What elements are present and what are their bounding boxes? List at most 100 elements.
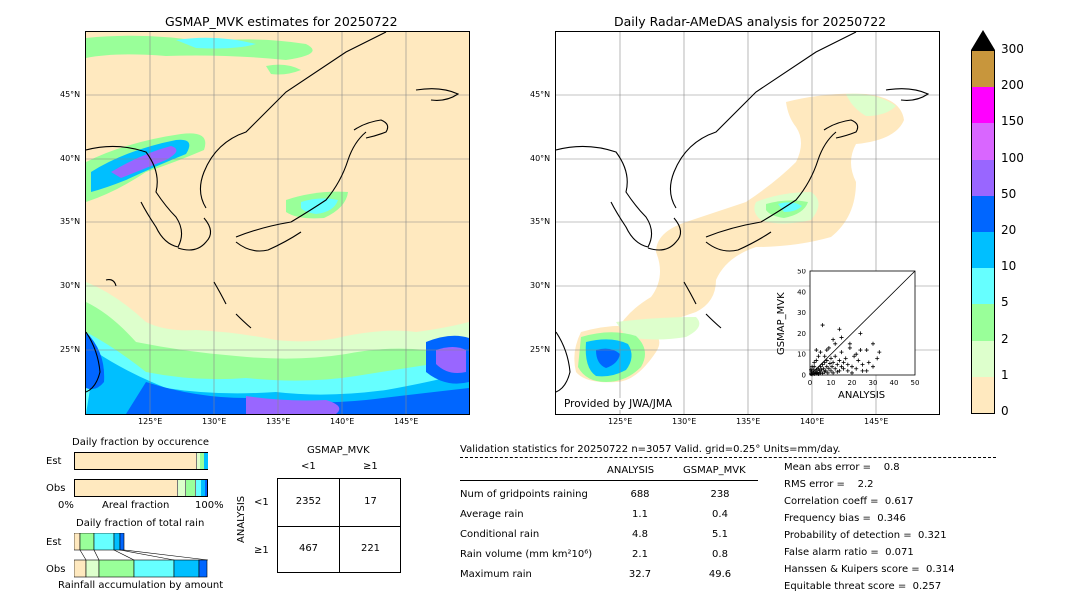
colorbar-segment xyxy=(972,232,994,269)
scatter-point xyxy=(820,362,825,367)
occurrence-est-bar xyxy=(74,452,208,470)
scatter-point xyxy=(812,371,817,376)
scatter-point xyxy=(814,358,819,363)
scatter-point xyxy=(835,362,840,367)
validation-row-analysis: 4.8 xyxy=(632,529,648,540)
colorbar-segment xyxy=(972,268,994,305)
scatter-x-tick: 30 xyxy=(869,379,878,387)
scatter-plot: 00 10 10 20 20 30 30 40 40 50 50 xyxy=(797,269,919,387)
scatter-point xyxy=(847,341,852,346)
occurrence-title: Daily fraction by occurence xyxy=(72,437,210,448)
validation-col-gsmap: GSMAP_MVK xyxy=(683,465,746,476)
contingency-col-lt: <1 xyxy=(301,461,316,472)
validation-row-analysis: 2.1 xyxy=(632,549,648,560)
left-coastlines xyxy=(86,32,460,393)
colorbar-tick-label: 2 xyxy=(1001,331,1009,346)
scatter-point xyxy=(837,327,842,332)
validation-row-gsmap: 5.1 xyxy=(712,529,728,540)
scatter-x-tick: 40 xyxy=(890,379,899,387)
scatter-point xyxy=(830,364,835,369)
scatter-point xyxy=(854,352,859,357)
right-map-title: Daily Radar-AMeDAS analysis for 20250722 xyxy=(614,14,887,29)
contingency-cell-bl: 467 xyxy=(298,543,319,554)
scatter-point xyxy=(871,364,875,369)
colorbar-tick-label: 300 xyxy=(1001,42,1024,56)
left-lat-35: 35°N xyxy=(60,217,81,226)
scatter-point xyxy=(860,362,865,367)
right-lat-25: 25°N xyxy=(530,345,551,354)
scatter-point xyxy=(818,370,823,375)
colorbar-tick-label: 10 xyxy=(1001,259,1017,274)
right-coastlines xyxy=(556,32,930,393)
contingency-row-header: ANALYSIS xyxy=(236,495,247,543)
scatter-point xyxy=(839,364,844,369)
scatter-ylabel: GSMAP_MVK xyxy=(776,292,787,355)
colorbar-segment xyxy=(972,123,994,160)
colorbar-segment xyxy=(972,304,994,341)
right-lon-125: 125°E xyxy=(608,417,633,426)
scatter-point xyxy=(817,368,822,373)
validation-row-label: Maximum rain xyxy=(460,569,532,580)
scatter-point xyxy=(839,335,844,340)
scatter-point xyxy=(821,366,826,371)
left-lat-30: 30°N xyxy=(60,281,81,290)
scatter-diagonal xyxy=(809,270,916,376)
scatter-point xyxy=(818,364,823,369)
scatter-point xyxy=(827,361,832,366)
score-far: False alarm ratio = 0.071 xyxy=(784,547,914,558)
validation-row-gsmap: 0.4 xyxy=(712,509,728,520)
score-frequency-bias: Frequency bias = 0.346 xyxy=(784,513,906,524)
colorbar-tick-label: 20 xyxy=(1001,223,1017,237)
provider-credit: Provided by JWA/JMA xyxy=(562,398,675,410)
scatter-x-tick: 20 xyxy=(848,379,857,387)
scatter-point xyxy=(837,358,842,363)
scatter-point xyxy=(816,371,821,376)
scatter-point xyxy=(831,360,836,365)
scatter-point xyxy=(845,368,850,373)
left-map xyxy=(85,31,470,415)
scatter-ticks: 00 10 10 20 20 30 30 40 40 50 50 xyxy=(797,269,919,387)
score-mae: Mean abs error = 0.8 xyxy=(784,462,900,473)
scatter-point xyxy=(824,358,829,363)
scatter-point xyxy=(860,368,865,373)
scatter-y-tick: 40 xyxy=(797,288,806,296)
left-lon-125: 125°E xyxy=(138,417,163,426)
validation-row-gsmap: 49.6 xyxy=(708,569,732,580)
left-lon-145: 145°E xyxy=(394,417,419,426)
contingency-cell-tr: 17 xyxy=(364,496,377,507)
total-rain-est-label: Est xyxy=(46,537,62,548)
scatter-point xyxy=(841,360,846,365)
right-lat-35: 35°N xyxy=(530,217,551,226)
scatter-inset: 0 0 10 10 20 20 30 30 40 40 50 50 xyxy=(780,269,920,412)
left-lat-45: 45°N xyxy=(60,90,81,99)
scatter-point xyxy=(826,366,831,371)
scatter-point xyxy=(809,367,814,372)
contingency-cell-br: 221 xyxy=(360,543,381,554)
validation-row-label: Average rain xyxy=(460,509,524,520)
scatter-point xyxy=(824,348,829,353)
scatter-point xyxy=(831,370,836,375)
scatter-point xyxy=(816,366,821,371)
scatter-point xyxy=(864,368,869,373)
scatter-x-tick: 50 xyxy=(911,379,920,387)
scatter-point xyxy=(858,348,863,353)
occurrence-est-label: Est xyxy=(46,456,62,467)
scatter-point xyxy=(829,356,833,361)
contingency-col-header: GSMAP_MVK xyxy=(307,445,370,456)
scatter-y-tick: 50 xyxy=(797,269,806,276)
right-lat-30: 30°N xyxy=(530,281,551,290)
colorbar-segment xyxy=(972,87,994,124)
colorbar-tick-label: 1 xyxy=(1001,367,1009,382)
scatter-x-tick: 0 xyxy=(808,379,812,387)
right-lon-130: 130°E xyxy=(672,417,697,426)
scatter-point xyxy=(826,345,831,350)
right-lat-40: 40°N xyxy=(530,154,551,163)
scatter-point xyxy=(816,354,821,359)
contingency-table: 2352 17 467 221 xyxy=(277,478,401,573)
left-lon-140: 140°E xyxy=(330,417,355,426)
right-map: 0 0 10 10 20 20 30 30 40 40 50 50 Provided by JWA/J… xyxy=(555,31,940,415)
left-map-title: GSMAP_MVK estimates for 20250722 xyxy=(165,14,398,29)
scatter-point xyxy=(864,348,869,353)
scatter-y-tick: 20 xyxy=(797,330,806,338)
right-lon-140: 140°E xyxy=(800,417,825,426)
